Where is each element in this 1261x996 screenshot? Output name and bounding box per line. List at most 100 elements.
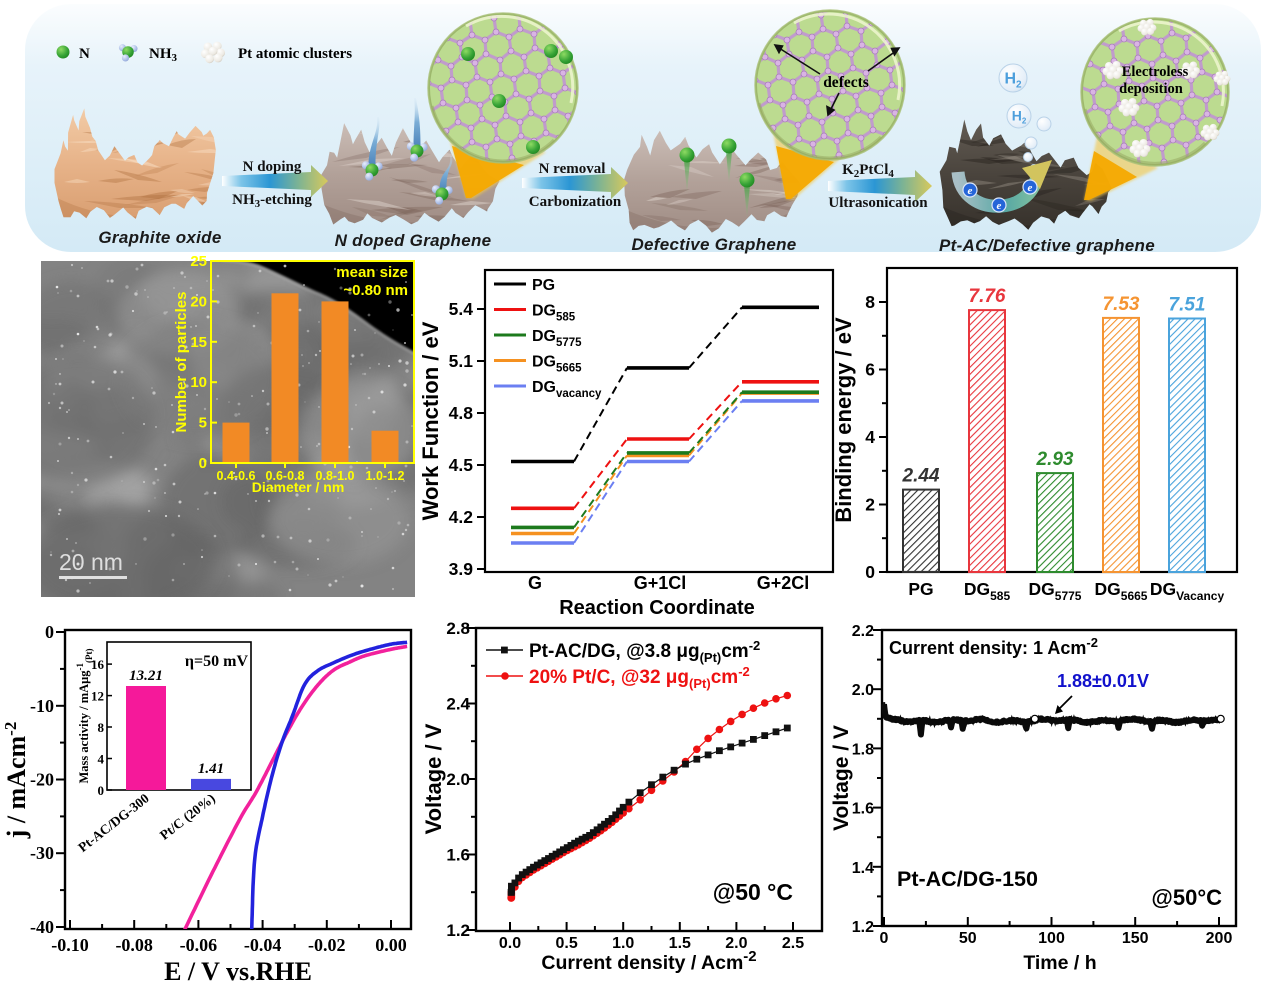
svg-text:-0.04: -0.04 xyxy=(244,935,282,955)
svg-text:Current density / Acm-2: Current density / Acm-2 xyxy=(541,948,756,974)
svg-text:DGVacancy: DGVacancy xyxy=(1150,579,1225,603)
svg-text:Binding energy / eV: Binding energy / eV xyxy=(831,317,856,523)
svg-text:2.93: 2.93 xyxy=(1036,449,1074,470)
svg-text:1.88±0.01V: 1.88±0.01V xyxy=(1057,671,1149,691)
svg-text:1.2: 1.2 xyxy=(446,921,470,940)
svg-text:-0.10: -0.10 xyxy=(51,935,89,955)
svg-text:-30: -30 xyxy=(30,843,54,863)
svg-text:Defective Graphene: Defective Graphene xyxy=(631,235,796,254)
svg-text:20 nm: 20 nm xyxy=(59,549,123,575)
svg-text:0: 0 xyxy=(98,783,105,798)
svg-text:E / V vs.RHE: E / V vs.RHE xyxy=(164,957,312,986)
svg-text:Number of particles: Number of particles xyxy=(173,292,190,433)
svg-text:2.0: 2.0 xyxy=(725,935,747,952)
svg-text:16: 16 xyxy=(91,657,105,672)
svg-text:K2PtCl4: K2PtCl4 xyxy=(842,162,894,180)
svg-text:e: e xyxy=(968,185,973,197)
svg-text:DG5775: DG5775 xyxy=(1029,579,1082,603)
svg-text:13.21: 13.21 xyxy=(129,668,163,684)
svg-text:4.8: 4.8 xyxy=(449,403,474,423)
svg-text:Reaction Coordinate: Reaction Coordinate xyxy=(559,597,755,619)
svg-text:20% Pt/C, @32 μg(Pt)cm-2: 20% Pt/C, @32 μg(Pt)cm-2 xyxy=(529,664,750,691)
svg-text:4: 4 xyxy=(865,427,875,447)
svg-text:1.41: 1.41 xyxy=(198,761,224,777)
svg-text:2.44: 2.44 xyxy=(902,466,940,487)
svg-text:2.4: 2.4 xyxy=(446,695,470,714)
svg-text:1.6: 1.6 xyxy=(852,801,874,818)
svg-text:2.8: 2.8 xyxy=(446,619,470,638)
svg-text:5: 5 xyxy=(199,415,207,432)
svg-text:1.0: 1.0 xyxy=(612,935,634,952)
svg-text:5.4: 5.4 xyxy=(449,299,474,319)
svg-text:7.76: 7.76 xyxy=(969,286,1006,307)
svg-text:0.4-0.6: 0.4-0.6 xyxy=(217,469,256,483)
svg-text:Voltage / V: Voltage / V xyxy=(830,725,853,831)
svg-text:Pt-AC/DG-150: Pt-AC/DG-150 xyxy=(897,867,1038,891)
svg-text:5.1: 5.1 xyxy=(449,351,474,371)
svg-text:G+2Cl: G+2Cl xyxy=(757,573,810,593)
svg-text:Pt atomic clusters: Pt atomic clusters xyxy=(238,46,352,62)
svg-text:Diameter / nm: Diameter / nm xyxy=(252,479,345,495)
svg-text:NH3: NH3 xyxy=(149,46,178,64)
svg-text:-10: -10 xyxy=(30,696,54,716)
svg-text:0.6-0.8: 0.6-0.8 xyxy=(266,469,305,483)
svg-text:defects: defects xyxy=(823,74,869,91)
svg-text:Mass activity / mAμg-1(Pt): Mass activity / mAμg-1(Pt) xyxy=(75,649,94,784)
svg-text:Current density: 1 Acm-2: Current density: 1 Acm-2 xyxy=(889,635,1098,658)
svg-text:7.53: 7.53 xyxy=(1103,294,1140,315)
svg-text:2.0: 2.0 xyxy=(852,682,874,699)
svg-text:Voltage / V: Voltage / V xyxy=(421,723,446,834)
svg-text:0: 0 xyxy=(45,622,54,642)
svg-text:-0.08: -0.08 xyxy=(115,935,153,955)
svg-text:3.9: 3.9 xyxy=(449,559,474,579)
svg-text:PG: PG xyxy=(532,277,555,294)
svg-text:Pt-AC/DG, @3.8 μg(Pt)cm-2: Pt-AC/DG, @3.8 μg(Pt)cm-2 xyxy=(529,638,760,665)
svg-text:200: 200 xyxy=(1206,930,1233,947)
svg-text:12: 12 xyxy=(91,689,104,704)
svg-text:20: 20 xyxy=(190,293,207,310)
svg-text:@50 °C: @50 °C xyxy=(713,879,793,905)
svg-text:0: 0 xyxy=(880,930,889,947)
svg-text:j / mAcm-2: j / mAcm-2 xyxy=(1,722,31,840)
svg-text:G: G xyxy=(528,573,542,593)
svg-text:0.0: 0.0 xyxy=(499,935,521,952)
svg-text:-0.06: -0.06 xyxy=(180,935,218,955)
svg-text:100: 100 xyxy=(1038,930,1065,947)
svg-text:NH3-etching: NH3-etching xyxy=(232,192,312,210)
svg-text:2: 2 xyxy=(865,495,875,515)
svg-text:Carbonization: Carbonization xyxy=(529,194,622,210)
svg-text:1.6: 1.6 xyxy=(446,846,470,865)
svg-text:0.5: 0.5 xyxy=(555,935,577,952)
svg-text:@50°C: @50°C xyxy=(1151,885,1222,910)
svg-text:deposition: deposition xyxy=(1119,81,1183,97)
svg-text:6: 6 xyxy=(865,360,875,380)
svg-text:-40: -40 xyxy=(30,917,54,937)
svg-text:mean size: mean size xyxy=(336,264,408,281)
svg-text:1.4: 1.4 xyxy=(852,860,874,877)
svg-text:2.0: 2.0 xyxy=(446,770,470,789)
svg-text:N doped Graphene: N doped Graphene xyxy=(335,231,492,250)
svg-text:50: 50 xyxy=(959,930,977,947)
svg-text:4.5: 4.5 xyxy=(449,455,474,475)
svg-text:e: e xyxy=(997,200,1002,212)
svg-text:e: e xyxy=(1028,182,1033,194)
svg-text:0.00: 0.00 xyxy=(375,935,407,955)
svg-text:7.51: 7.51 xyxy=(1169,295,1206,316)
svg-text:-20: -20 xyxy=(30,770,54,790)
svg-text:DG5665: DG5665 xyxy=(1095,579,1148,603)
svg-text:Electroless: Electroless xyxy=(1122,64,1189,80)
svg-text:η=50 mV: η=50 mV xyxy=(185,653,249,670)
svg-text:25: 25 xyxy=(190,253,207,270)
svg-text:~0.80 nm: ~0.80 nm xyxy=(343,282,408,299)
svg-text:N doping: N doping xyxy=(243,159,302,175)
svg-text:0: 0 xyxy=(199,455,207,472)
svg-text:2.5: 2.5 xyxy=(782,935,804,952)
svg-text:Graphite oxide: Graphite oxide xyxy=(98,228,221,247)
svg-text:1.2: 1.2 xyxy=(852,919,874,936)
svg-text:0.8-1.0: 0.8-1.0 xyxy=(316,469,355,483)
svg-text:15: 15 xyxy=(190,334,207,351)
svg-text:-0.02: -0.02 xyxy=(308,935,346,955)
svg-text:10: 10 xyxy=(190,374,207,391)
svg-text:8: 8 xyxy=(98,720,105,735)
svg-text:150: 150 xyxy=(1122,930,1149,947)
